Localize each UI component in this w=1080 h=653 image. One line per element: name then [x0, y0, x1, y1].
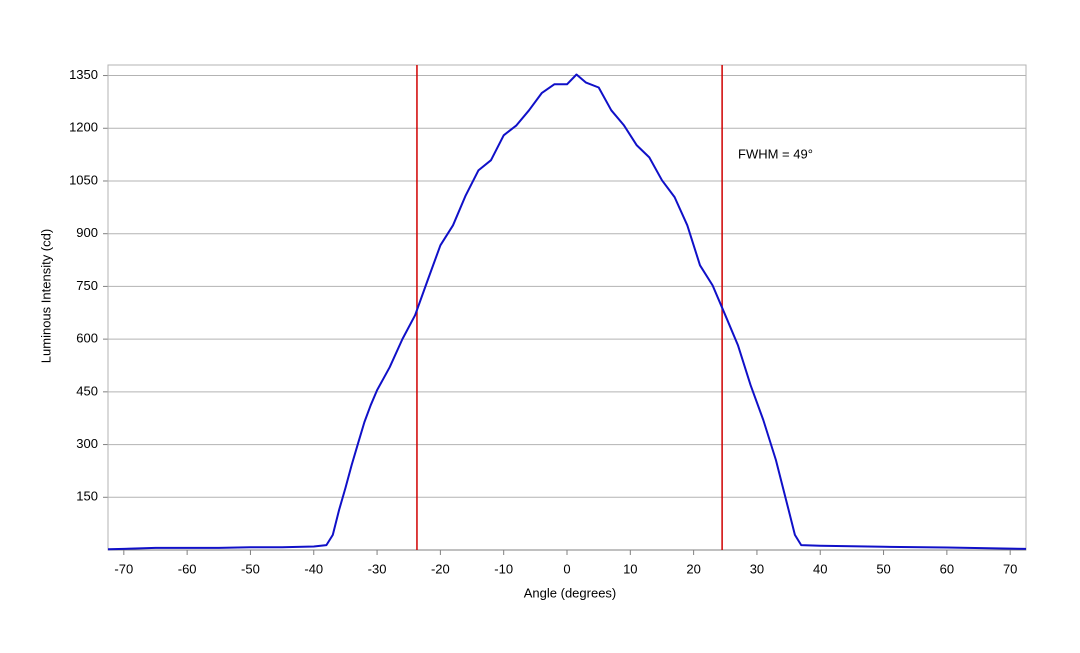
x-tick-label: 60	[940, 561, 954, 576]
x-axis-label: Angle (degrees)	[524, 585, 617, 600]
y-tick-label: 300	[76, 436, 98, 451]
x-tick-label: 50	[876, 561, 890, 576]
x-tick-label: 10	[623, 561, 637, 576]
x-tick-label: 40	[813, 561, 827, 576]
x-tick-label: -30	[368, 561, 387, 576]
y-tick-label: 1050	[69, 172, 98, 187]
y-tick-label: 750	[76, 278, 98, 293]
y-tick-label: 600	[76, 331, 98, 346]
x-tick-label: -50	[241, 561, 260, 576]
x-tick-label: -70	[114, 561, 133, 576]
plot-frame	[107, 64, 1027, 551]
x-tick-label: -60	[178, 561, 197, 576]
x-tick-label: -10	[494, 561, 513, 576]
x-tick-label: 30	[750, 561, 764, 576]
intensity-line	[107, 73, 1027, 551]
y-axis-label: Luminous Intensity (cd)	[38, 229, 53, 363]
x-tick-label: -40	[304, 561, 323, 576]
x-tick-label: 70	[1003, 561, 1017, 576]
x-tick-label: -20	[431, 561, 450, 576]
y-tick-label: 1350	[69, 67, 98, 82]
y-tick-label: 900	[76, 225, 98, 240]
x-tick-label: 20	[686, 561, 700, 576]
y-tick-label: 450	[76, 383, 98, 398]
x-tick-label: 0	[563, 561, 570, 576]
annotation: FWHM = 49°	[738, 146, 813, 161]
y-tick-label: 150	[76, 489, 98, 504]
y-tick-label: 1200	[69, 120, 98, 135]
